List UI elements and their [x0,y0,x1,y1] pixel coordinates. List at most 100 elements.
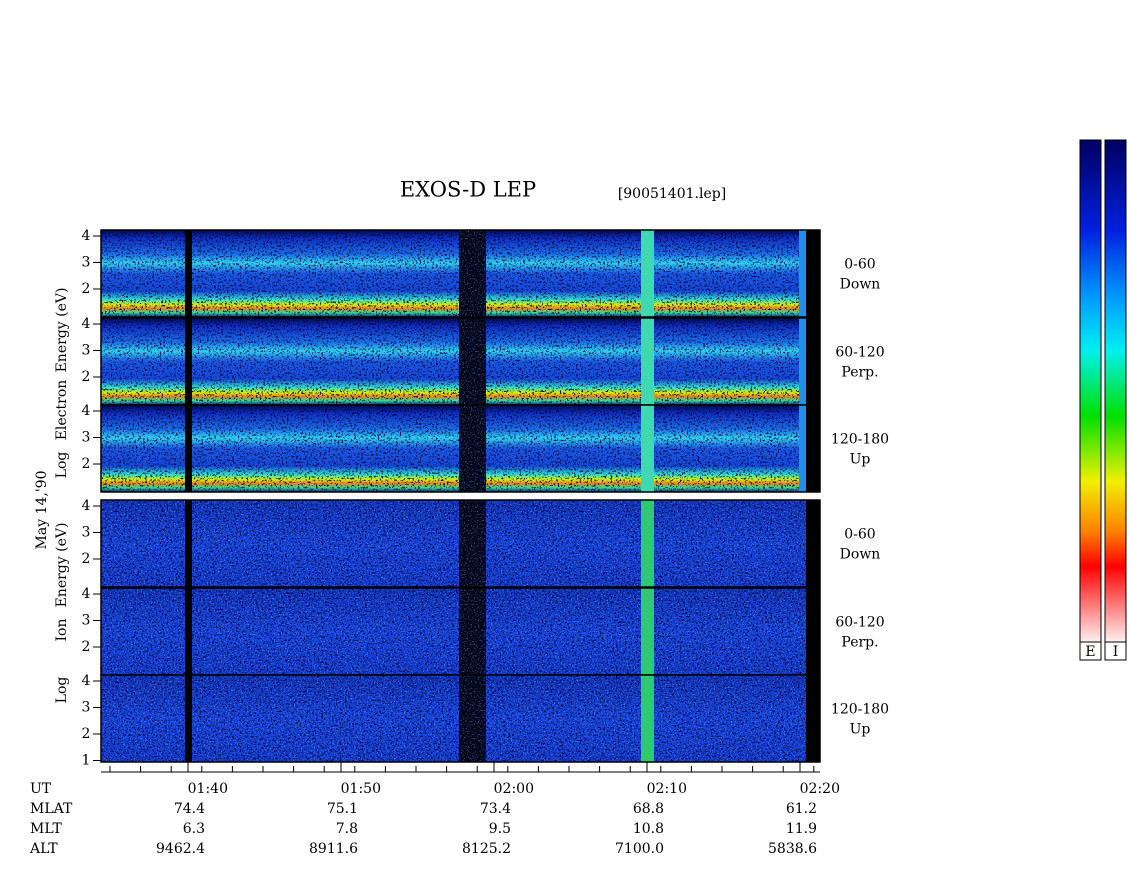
orbit-value: 10.8 [633,821,664,837]
orbit-label: MLT [30,821,62,837]
date: May 14,'90 [34,471,50,550]
panel-frame [100,404,821,493]
data-gap [185,588,192,675]
y-tick-label: 3 [82,700,91,716]
orbit-value: 02:10 [647,781,687,797]
angle-label: 120-180 [831,702,889,718]
y-tick-label: 2 [82,639,91,655]
panel-frame [100,674,821,763]
orbit-label: ALT [29,841,58,857]
calibration-stripe [641,675,654,762]
colorbar-label: I [1113,644,1119,660]
angle-label: 120-180 [831,432,889,448]
orbit-value: 73.4 [480,801,511,817]
y-tick-label: 3 [82,430,91,446]
orbit-value: 75.1 [327,801,358,817]
y-tick-label: 3 [82,255,91,271]
y-tick-label: 2 [82,726,91,742]
axis-label: Log [54,677,70,704]
colorbar [1079,139,1102,643]
calibration-stripe [641,230,654,317]
orbit-label: MLAT [30,801,73,817]
direction-label: Down [840,277,881,293]
direction-label: Perp. [841,635,878,651]
calibration-stripe [641,318,654,405]
y-tick-label: 3 [82,613,91,629]
data-gap [185,675,192,762]
orbit-value: 7100.0 [615,841,664,857]
data-gap [806,675,820,762]
speckle [459,675,486,762]
speckle [459,318,486,405]
data-gap [806,588,820,675]
axis-label: Electron [54,380,70,441]
angle-label: 60-120 [835,615,884,631]
data-gap [185,230,192,317]
speckle [459,588,486,675]
orbit-value: 6.3 [183,821,205,837]
orbit-value: 5838.6 [768,841,817,857]
y-tick-label: 4 [82,498,91,514]
orbit-value: 01:50 [341,781,381,797]
orbit-value: 02:00 [494,781,534,797]
axis-label: Log [54,452,70,479]
colorbar-label-box [1104,641,1127,661]
y-tick-label: 3 [82,525,91,541]
colorbar-label: E [1085,644,1095,660]
y-tick-label: 4 [82,316,91,332]
angle-label: 60-120 [835,345,884,361]
axis-label: Ion [54,619,70,642]
y-tick-label: 3 [82,343,91,359]
orbit-value: 11.9 [786,821,817,837]
orbit-value: 61.2 [786,801,817,817]
file-name: [90051401.lep] [618,186,726,202]
orbit-value: 9.5 [489,821,511,837]
axis-label: Energy (eV) [54,288,70,373]
colorbar-label-box [1079,641,1102,661]
y-tick-label: 2 [82,551,91,567]
edge-stripe [799,405,806,492]
y-tick-label: 2 [82,456,91,472]
y-tick-label: 4 [82,228,91,244]
orbit-value: 8125.2 [462,841,511,857]
speckle [459,405,486,492]
y-tick-label: 4 [82,403,91,419]
data-gap [806,405,820,492]
orbit-label: UT [30,781,52,797]
orbit-value: 74.4 [174,801,205,817]
panel-frame [100,499,821,588]
data-gap [185,318,192,405]
colorbar [1104,139,1127,643]
y-tick-label: 4 [82,586,91,602]
orbit-value: 7.8 [336,821,358,837]
edge-stripe [799,230,806,317]
title: EXOS-D LEP [400,178,536,202]
angle-label: 0-60 [844,257,875,273]
direction-label: Perp. [841,365,878,381]
data-gap [185,405,192,492]
panel-frame [100,229,821,318]
y-tick-label: 2 [82,281,91,297]
speckle [459,230,486,317]
speckle [459,500,486,587]
y-tick-label: 1 [82,753,91,769]
direction-label: Up [850,722,871,738]
calibration-stripe [641,588,654,675]
data-gap [806,318,820,405]
angle-label: 0-60 [844,527,875,543]
data-gap [185,500,192,587]
axis-label: Energy (eV) [54,523,70,608]
direction-label: Up [850,452,871,468]
orbit-value: 01:40 [188,781,228,797]
orbit-value: 02:20 [800,781,840,797]
y-tick-label: 2 [82,369,91,385]
data-gap [806,230,820,317]
direction-label: Down [840,547,881,563]
data-gap [806,500,820,587]
orbit-value: 68.8 [633,801,664,817]
orbit-value: 8911.6 [309,841,358,857]
y-tick-label: 4 [82,673,91,689]
calibration-stripe [641,500,654,587]
orbit-value: 9462.4 [156,841,205,857]
